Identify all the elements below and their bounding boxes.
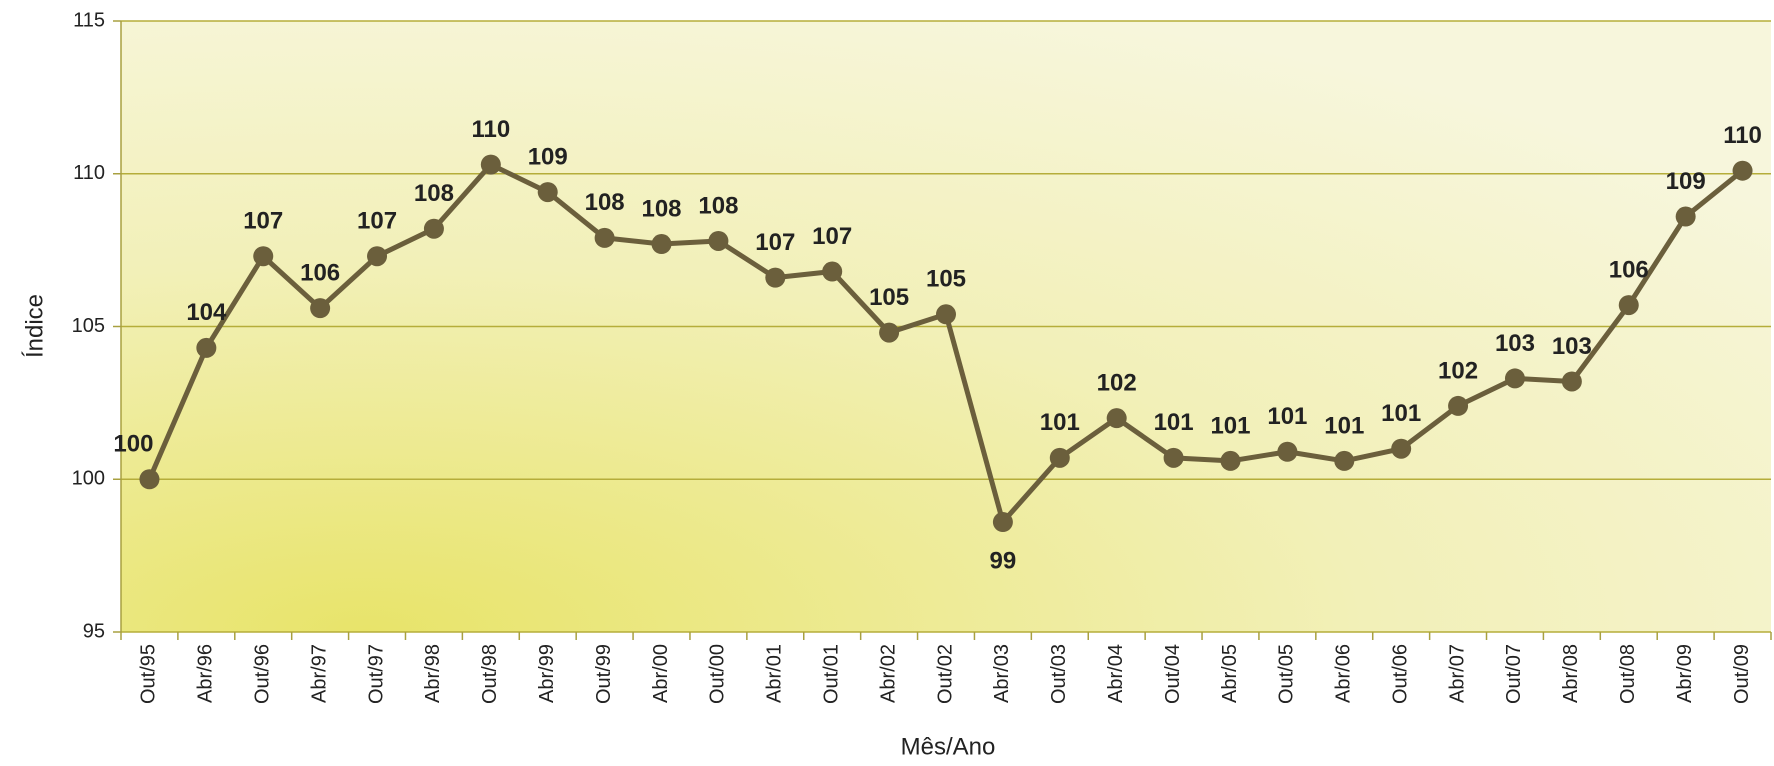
x-tick-label: Abr/05 (1219, 644, 1241, 703)
data-label: 101 (1267, 403, 1307, 430)
x-tick-label: Out/96 (252, 644, 274, 704)
data-label: 101 (1324, 412, 1364, 439)
data-point (1163, 447, 1184, 468)
data-label: 101 (1210, 412, 1250, 439)
data-label: 109 (1666, 168, 1706, 195)
data-point (879, 322, 900, 343)
data-label: 108 (414, 180, 454, 207)
y-tick-label: 100 (72, 468, 105, 490)
data-point (765, 267, 786, 288)
data-label: 104 (186, 299, 227, 326)
data-point (1448, 395, 1469, 416)
data-point (1334, 450, 1355, 471)
data-label: 99 (990, 547, 1017, 574)
data-point (594, 227, 615, 248)
data-point (1106, 408, 1127, 429)
data-label: 106 (300, 260, 340, 287)
data-label: 100 (113, 431, 153, 458)
x-tick-label: Abr/02 (877, 644, 899, 703)
data-point (480, 154, 501, 175)
x-tick-label: Out/00 (707, 644, 729, 704)
x-tick-label: Abr/08 (1560, 644, 1582, 703)
data-point (310, 298, 331, 319)
data-label: 108 (698, 192, 738, 219)
data-label: 108 (585, 189, 625, 216)
x-tick-label: Out/97 (365, 644, 387, 704)
data-label: 107 (812, 223, 852, 250)
data-point (423, 218, 444, 239)
data-point (1732, 160, 1753, 181)
data-point (1391, 438, 1412, 459)
x-tick-label: Out/09 (1731, 644, 1753, 704)
x-tick-label: Abr/03 (991, 644, 1013, 703)
data-label: 101 (1040, 409, 1080, 436)
data-point (992, 512, 1013, 533)
x-tick-label: Abr/96 (195, 644, 217, 703)
x-tick-label: Abr/01 (764, 644, 786, 703)
data-label: 107 (755, 229, 795, 256)
data-point (139, 469, 160, 490)
data-label: 102 (1438, 357, 1478, 384)
data-point (1504, 368, 1525, 389)
data-label: 103 (1495, 330, 1535, 357)
data-point (936, 304, 956, 325)
data-label: 105 (869, 284, 909, 311)
x-tick-label: Abr/97 (308, 644, 330, 703)
data-point (708, 230, 729, 251)
data-label: 110 (471, 116, 510, 143)
data-label: 101 (1381, 400, 1421, 427)
x-axis-label: Mês/Ano (901, 733, 996, 760)
data-label: 101 (1154, 409, 1194, 436)
x-tick-label: Out/04 (1162, 644, 1184, 704)
data-point (196, 337, 217, 358)
data-label: 108 (641, 195, 681, 222)
x-tick-label: Out/07 (1503, 644, 1525, 704)
x-tick-label: Out/06 (1389, 644, 1411, 704)
data-label: 107 (243, 208, 283, 235)
x-tick-label: Abr/09 (1674, 644, 1696, 703)
data-point (1049, 447, 1070, 468)
y-tick-label: 115 (73, 9, 105, 31)
x-tick-label: Out/08 (1617, 644, 1639, 704)
x-tick-label: Out/98 (479, 644, 501, 704)
data-point (253, 246, 274, 267)
data-label: 110 (1723, 122, 1762, 149)
y-tick-label: 110 (73, 162, 105, 184)
x-tick-label: Out/99 (593, 644, 615, 704)
data-label: 103 (1552, 333, 1592, 360)
data-point (367, 246, 388, 267)
data-point (822, 261, 843, 282)
x-tick-label: Abr/07 (1446, 644, 1468, 703)
data-point (1561, 371, 1582, 392)
y-tick-label: 95 (83, 620, 105, 642)
y-axis-label: Índice (21, 294, 48, 358)
data-point (1675, 206, 1696, 227)
x-tick-label: Abr/99 (536, 644, 558, 703)
x-tick-label: Abr/00 (650, 644, 672, 703)
y-tick-label: 105 (72, 315, 105, 337)
x-tick-label: Out/05 (1276, 644, 1298, 704)
data-point (1277, 441, 1298, 462)
x-tick-label: Abr/04 (1105, 644, 1127, 703)
data-label: 102 (1097, 369, 1137, 396)
data-point (651, 234, 672, 255)
x-tick-label: Abr/98 (422, 644, 444, 703)
data-label: 106 (1609, 256, 1649, 283)
data-point (1220, 450, 1241, 471)
x-tick-label: Out/02 (934, 644, 956, 704)
x-tick-label: Out/95 (138, 644, 160, 704)
data-label: 109 (528, 143, 568, 170)
data-point (537, 182, 558, 203)
x-tick-label: Out/01 (820, 644, 842, 704)
data-label: 107 (357, 208, 397, 235)
x-tick-label: Out/03 (1048, 644, 1070, 704)
data-label: 105 (926, 266, 966, 293)
data-point (1618, 295, 1639, 316)
x-tick-label: Abr/06 (1333, 644, 1355, 703)
